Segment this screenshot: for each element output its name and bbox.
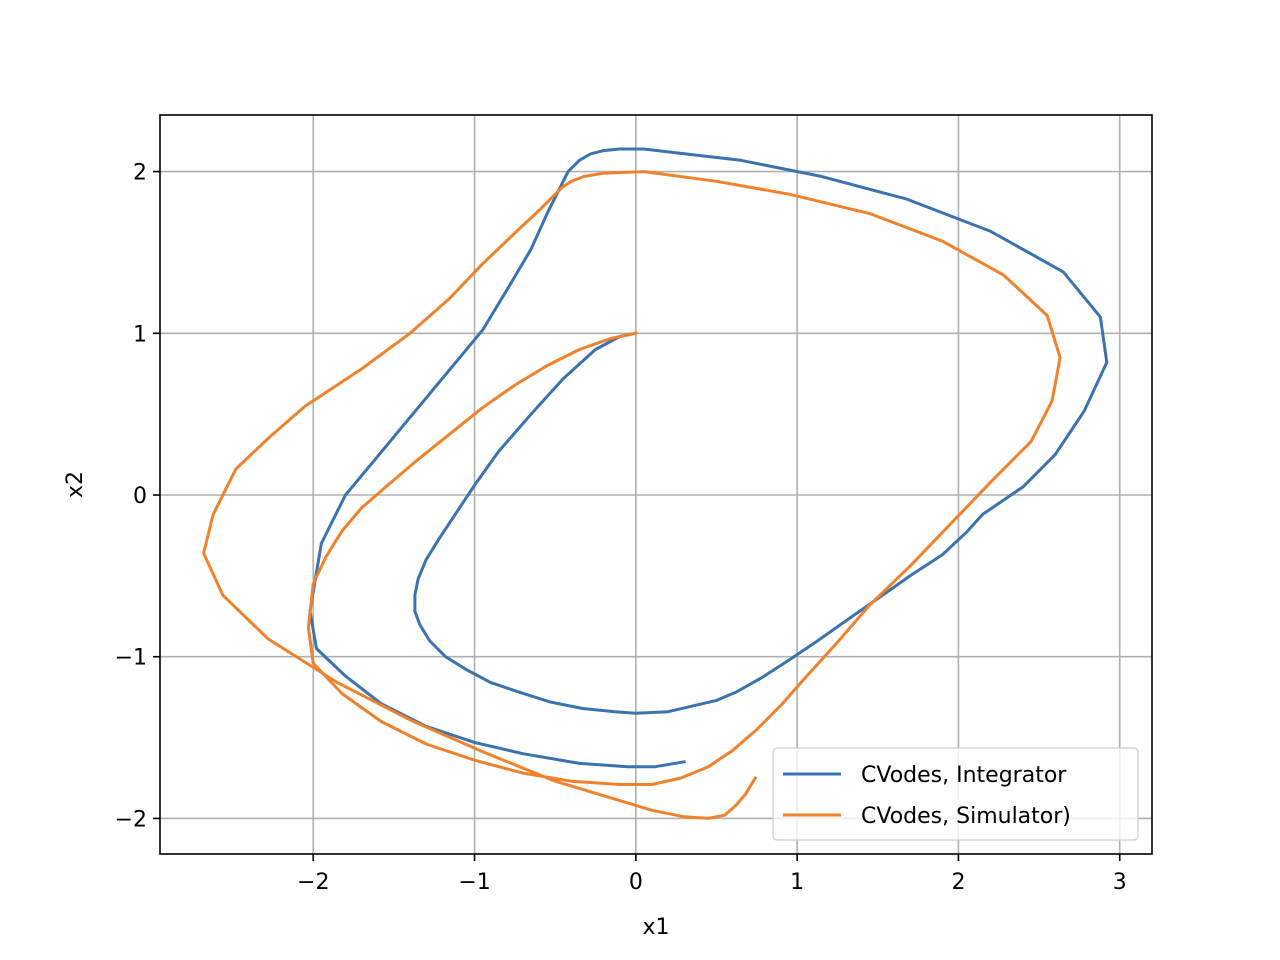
series-line-simulator	[202, 170, 1062, 820]
y-tick-label: 2	[133, 161, 147, 186]
x-axis-label: x1	[642, 915, 669, 940]
x-tick-label: 0	[629, 870, 643, 895]
x-tick-label: 2	[951, 870, 965, 895]
x-tick-label: 3	[1113, 870, 1127, 895]
legend-label-integrator: CVodes, Integrator	[861, 763, 1067, 788]
x-tick-label: −2	[297, 870, 329, 895]
series-line-integrator	[308, 147, 1109, 769]
y-axis-label: x2	[63, 471, 88, 498]
x-tick-label: −1	[458, 870, 490, 895]
legend-box	[772, 747, 1139, 841]
plot-frame	[159, 114, 1153, 855]
y-tick-label: 0	[133, 484, 147, 509]
legend: CVodes, Integrator CVodes, Simulator)	[772, 747, 1139, 841]
series-layer	[202, 147, 1109, 820]
legend-label-simulator: CVodes, Simulator)	[861, 804, 1071, 829]
y-tick-label: −2	[115, 807, 147, 832]
y-tick-label: −1	[115, 646, 147, 671]
axis-ticks: −2 −1 0 1 2 3 −2 −1 0 1 2	[115, 161, 1127, 895]
y-tick-label: 1	[133, 322, 147, 347]
x-tick-label: 1	[790, 870, 804, 895]
